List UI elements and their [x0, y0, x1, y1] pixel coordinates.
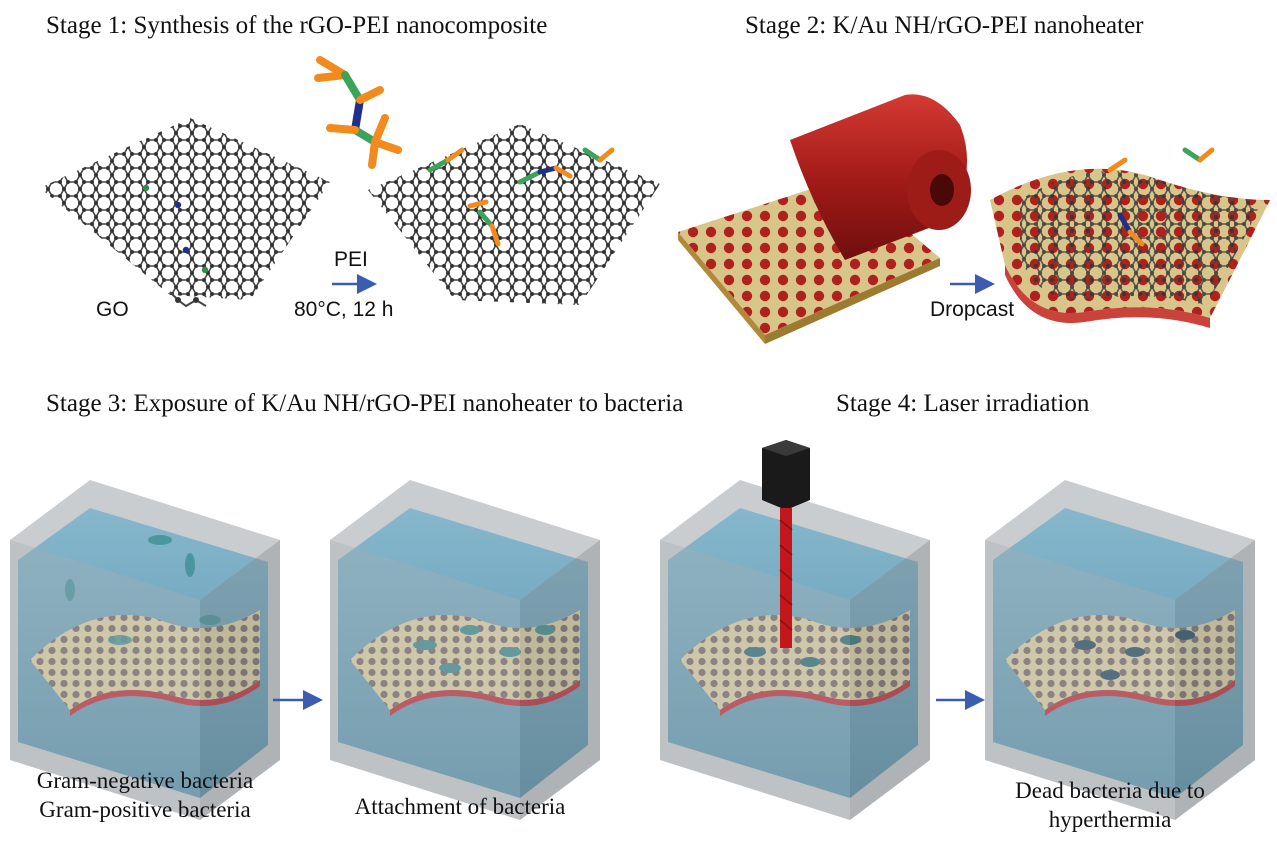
dead-bacteria-caption-line2: hyperthermia — [1048, 807, 1172, 832]
cube-bacteria-exposure — [10, 480, 280, 820]
nanoheater-film — [990, 147, 1270, 328]
stage2-title: Stage 2: K/Au NH/rGO-PEI nanoheater — [745, 12, 1144, 39]
pei-reagent-label: PEI — [334, 248, 368, 271]
substrate-roll — [678, 94, 971, 344]
cube-dead-bacteria — [985, 480, 1255, 820]
cube-laser-irradiation — [660, 480, 930, 820]
laser-device — [762, 440, 810, 648]
dropcast-label: Dropcast — [930, 298, 1015, 321]
bacteria-caption: Gram-negative bacteria Gram-positive bac… — [10, 766, 280, 824]
stage3-title: Stage 3: Exposure of K/Au NH/rGO-PEI nan… — [46, 390, 684, 417]
go-sheet — [40, 118, 330, 308]
pei-molecule — [314, 56, 402, 169]
bacteria-caption-line2: Gram-positive bacteria — [39, 797, 251, 822]
rgo-pei-sheet — [368, 124, 660, 305]
stage1-title: Stage 1: Synthesis of the rGO-PEI nanoco… — [46, 12, 548, 39]
stage4-title: Stage 4: Laser irradiation — [836, 390, 1090, 417]
bacteria-caption-line1: Gram-negative bacteria — [36, 768, 254, 793]
go-label: GO — [96, 298, 129, 321]
dead-bacteria-caption: Dead bacteria due to hyperthermia — [985, 776, 1235, 834]
cube-bacteria-attachment — [330, 480, 600, 820]
dead-bacteria-caption-line1: Dead bacteria due to — [1015, 778, 1205, 803]
reaction-condition-label: 80°C, 12 h — [294, 298, 394, 321]
attachment-caption: Attachment of bacteria — [354, 794, 566, 819]
